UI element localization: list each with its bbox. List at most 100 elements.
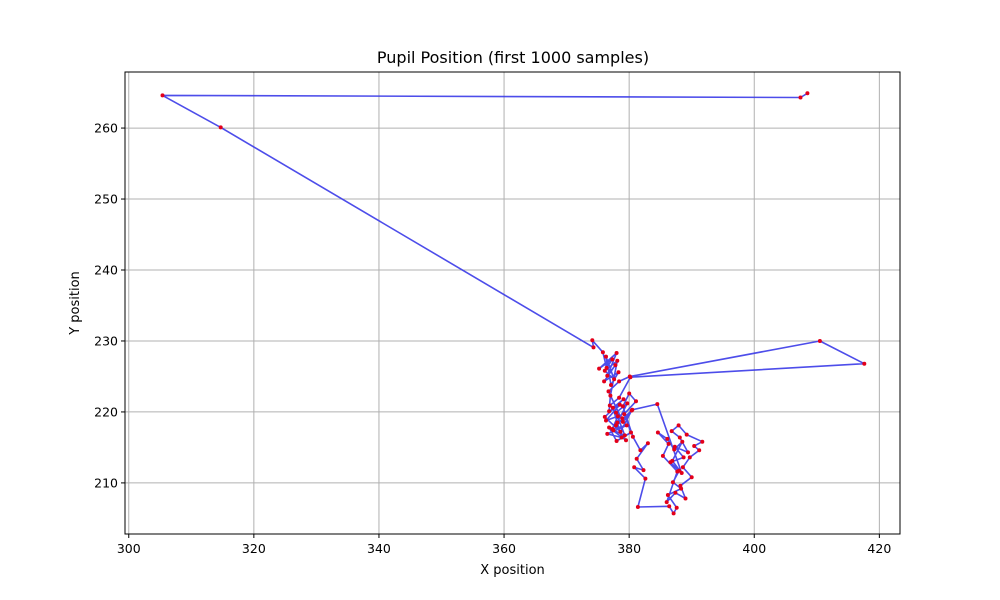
data-point (665, 493, 670, 497)
x-tick-label: 380 (617, 541, 641, 556)
data-point (632, 465, 637, 470)
data-point (614, 410, 618, 415)
data-point (604, 418, 608, 423)
data-point (622, 433, 627, 438)
data-point (160, 93, 165, 98)
data-point (600, 350, 605, 355)
data-point (607, 425, 612, 430)
data-point (624, 423, 629, 428)
data-point (664, 500, 669, 505)
data-point (862, 361, 867, 366)
y-tick-label: 250 (94, 192, 118, 207)
data-point (670, 458, 675, 463)
data-point (620, 419, 625, 424)
data-point (634, 456, 639, 461)
data-point (608, 393, 613, 398)
data-point (660, 453, 665, 458)
data-point (615, 414, 620, 419)
data-point (628, 375, 633, 380)
data-point (609, 383, 613, 387)
data-point (614, 439, 619, 443)
data-point (630, 407, 635, 412)
data-point (618, 429, 623, 434)
data-point (635, 505, 640, 509)
data-point (670, 480, 675, 485)
data-point (672, 447, 677, 452)
data-point (604, 354, 608, 359)
data-point (677, 435, 682, 440)
data-point (607, 409, 612, 414)
x-tick-label: 340 (367, 541, 391, 556)
data-point (619, 435, 624, 440)
data-point (617, 379, 622, 384)
data-point (681, 455, 686, 460)
x-tick-label: 360 (492, 541, 516, 556)
data-point (621, 397, 626, 402)
data-point (680, 465, 685, 470)
data-point (634, 399, 638, 404)
data-point (697, 448, 702, 453)
data-point (610, 357, 615, 362)
data-point (602, 368, 607, 373)
y-tick-label: 240 (94, 263, 118, 278)
data-point (624, 438, 628, 443)
y-tick-label: 210 (94, 475, 118, 490)
data-point (617, 395, 622, 400)
data-point (620, 416, 625, 421)
series-line (161, 92, 866, 515)
data-point (606, 389, 611, 394)
data-point (680, 439, 685, 444)
data-point (669, 429, 674, 434)
x-tick-label: 320 (242, 541, 266, 556)
y-tick-label: 220 (94, 404, 118, 419)
data-point (604, 365, 609, 370)
data-point (625, 401, 630, 406)
data-point (671, 511, 676, 516)
data-point (615, 420, 620, 425)
x-tick-label: 300 (117, 541, 141, 556)
data-point (817, 339, 822, 343)
data-point (683, 496, 688, 501)
data-point (597, 366, 602, 371)
data-point (629, 430, 633, 435)
y-tick-label: 230 (94, 333, 118, 348)
data-point (218, 125, 223, 130)
data-point (615, 358, 620, 363)
data-point (665, 436, 670, 441)
x-tick-label: 420 (867, 541, 891, 556)
data-point (590, 338, 595, 343)
data-point (610, 405, 615, 410)
data-point (611, 428, 616, 433)
data-point (673, 490, 678, 495)
data-point (798, 95, 803, 100)
axes-frame (124, 71, 901, 535)
data-point (614, 351, 619, 355)
data-point (674, 505, 679, 510)
data-point (605, 373, 610, 378)
data-point (602, 414, 607, 419)
data-point (605, 431, 610, 436)
x-axis: 300 320 340 360 380 400 420 (117, 534, 891, 556)
data-point (627, 391, 632, 396)
data-point (655, 402, 660, 407)
data-point (602, 379, 607, 384)
series-layer (160, 91, 867, 516)
data-point (638, 448, 643, 453)
data-point (612, 377, 617, 382)
data-point (692, 444, 697, 448)
data-point (676, 423, 681, 428)
data-point (666, 441, 671, 446)
y-tick-label: 260 (94, 121, 118, 136)
y-axis-label: Y position (68, 271, 83, 336)
data-point (686, 450, 690, 455)
data-point (617, 402, 622, 407)
data-point (613, 363, 618, 368)
data-point (630, 434, 635, 439)
data-point (684, 432, 689, 437)
chart-title: Pupil Position (first 1000 samples) (377, 48, 649, 67)
data-point (607, 403, 612, 408)
data-point (675, 469, 680, 474)
x-tick-label: 400 (742, 541, 766, 556)
